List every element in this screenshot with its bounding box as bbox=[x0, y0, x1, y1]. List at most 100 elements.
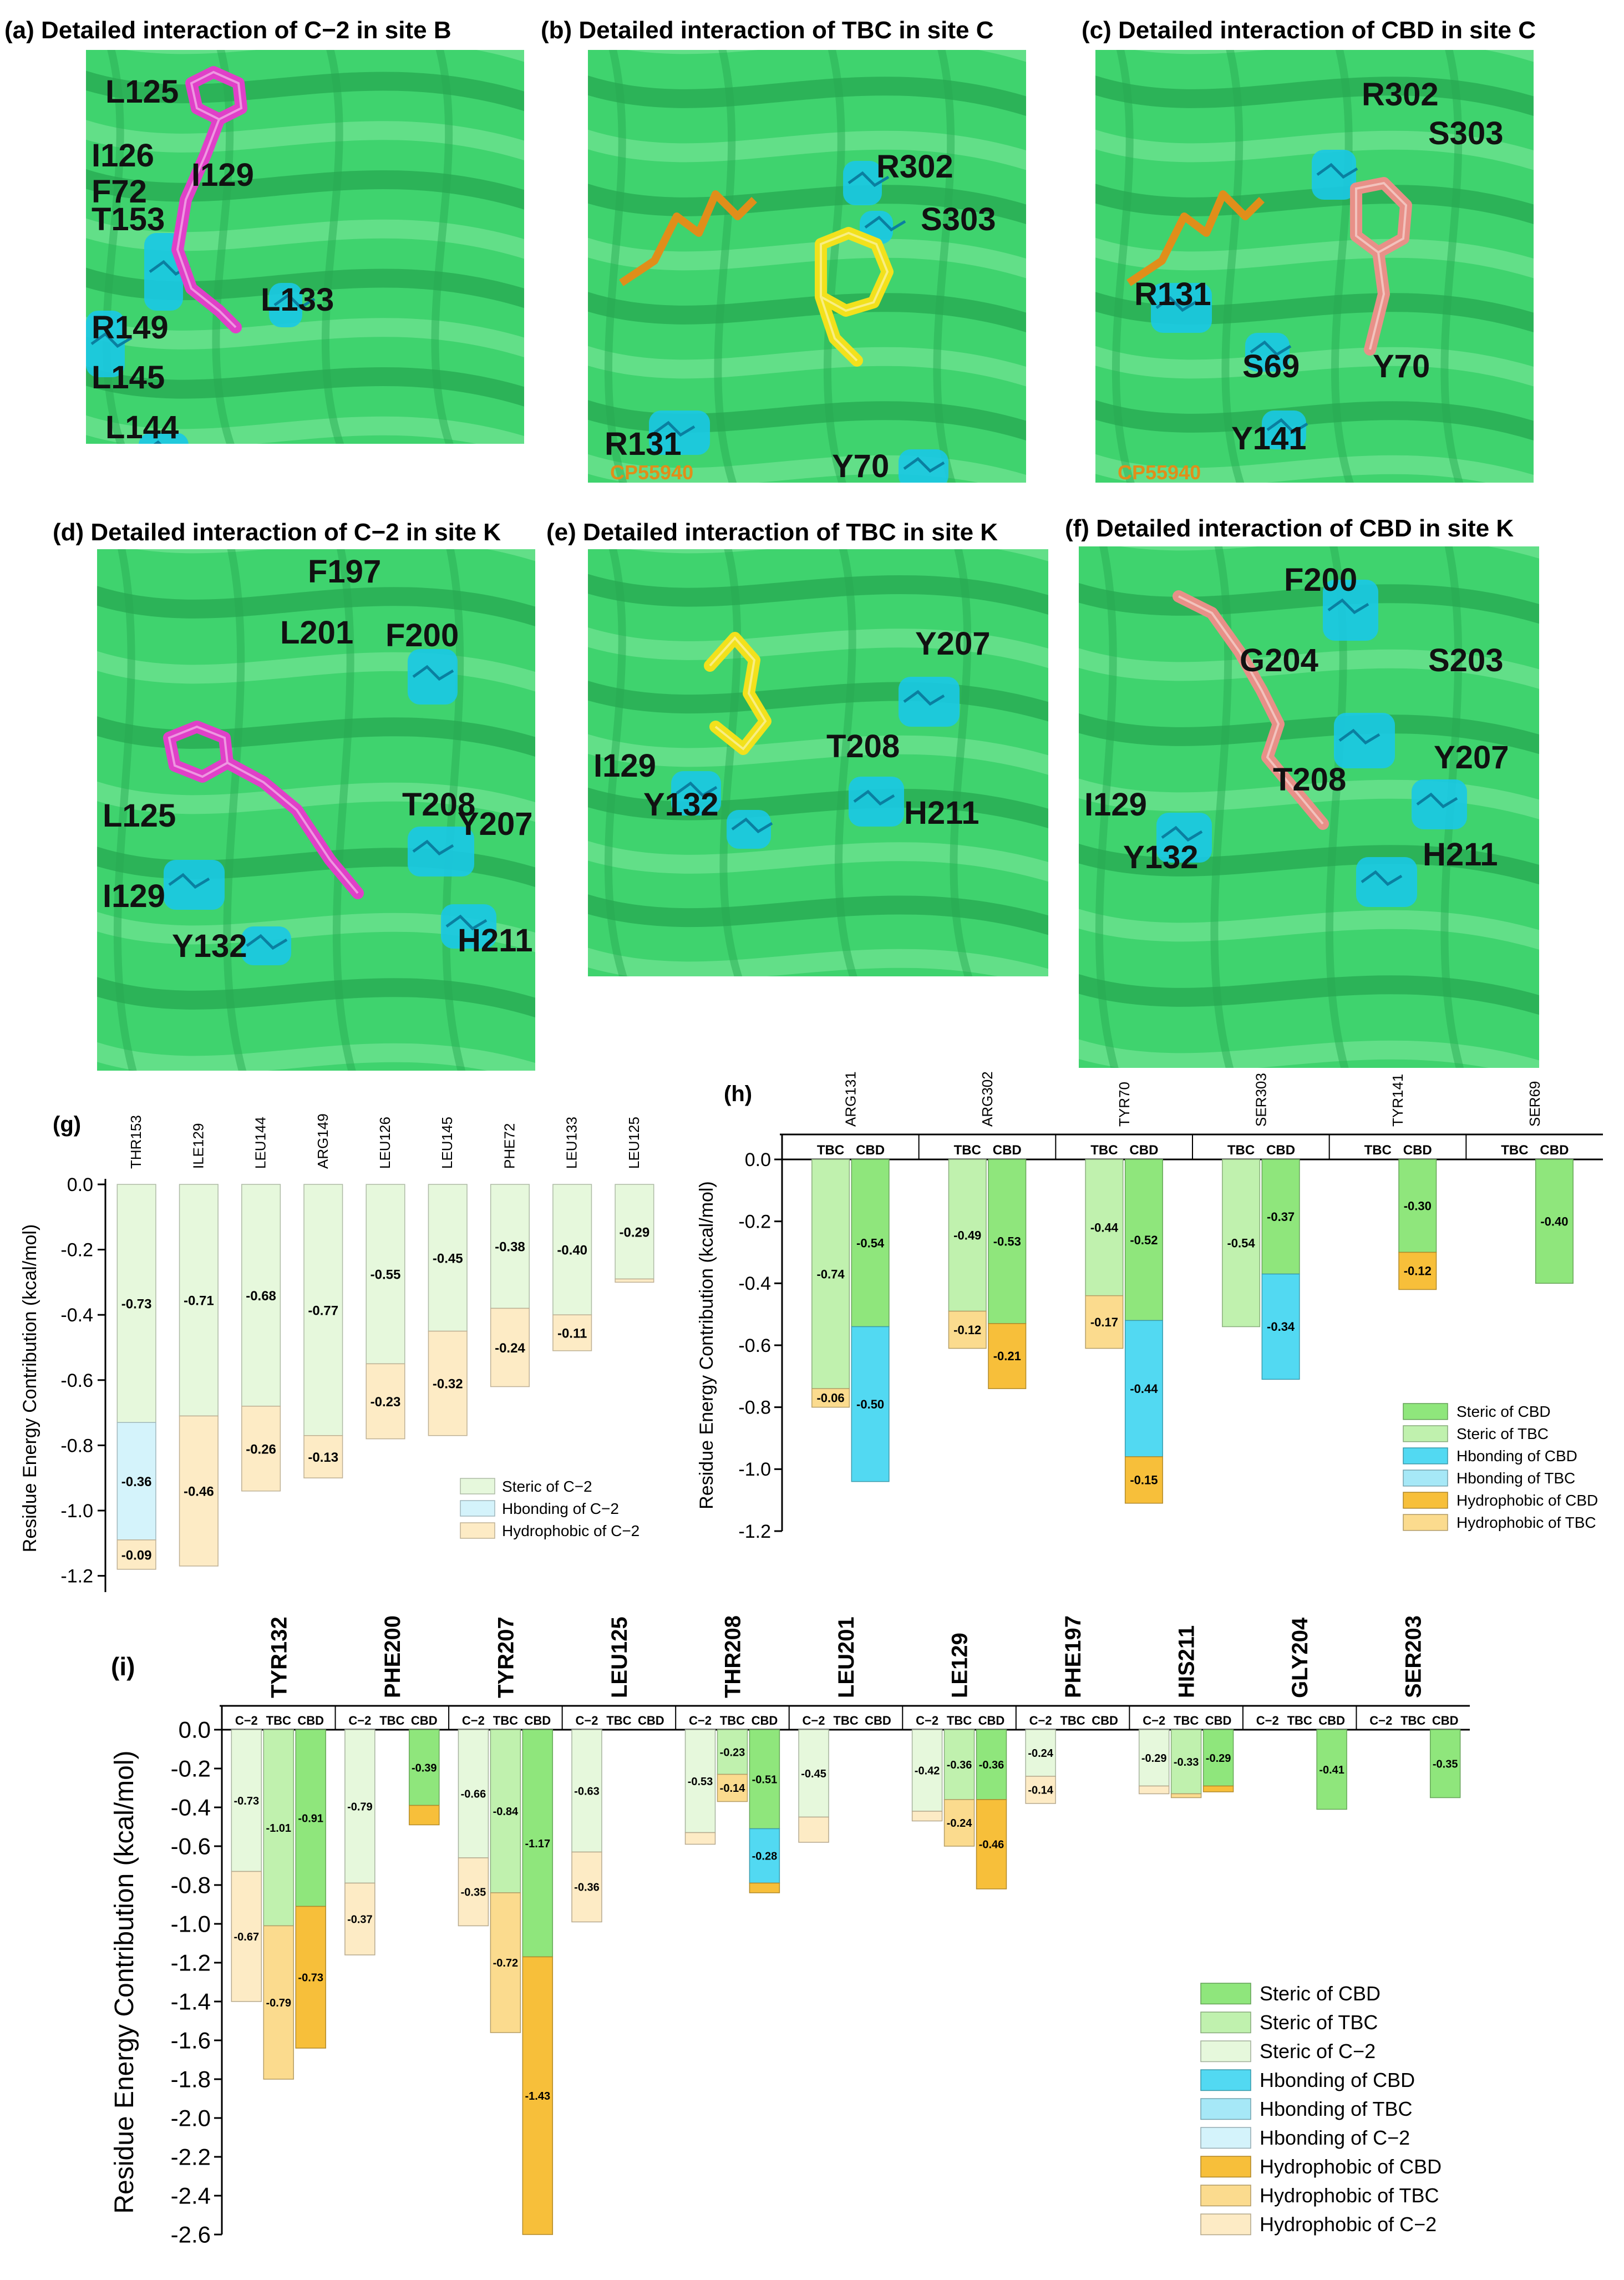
residue-label: F72 bbox=[92, 174, 147, 210]
chart-i-bar-segment bbox=[409, 1805, 440, 1826]
chart-i-subgroup-label: TBC bbox=[1174, 1714, 1199, 1727]
panel-c-title: (c) Detailed interaction of CBD in site … bbox=[1082, 17, 1536, 44]
chart-i-ylabel: Residue Energy Contribution (kcal/mol) bbox=[110, 1750, 139, 2213]
chart-g-data-label: -0.36 bbox=[121, 1475, 152, 1489]
chart-g-data-label: -0.11 bbox=[557, 1326, 587, 1341]
chart-g-bar-segment bbox=[428, 1330, 468, 1436]
residue-sidechain bbox=[90, 332, 133, 348]
chart-g-ytick-label: -0.6 bbox=[60, 1370, 93, 1391]
helix-ribbon bbox=[588, 734, 1048, 775]
chart-i-subgroup-label: TBC bbox=[379, 1714, 404, 1727]
chart-i-subgroup-label: C−2 bbox=[1029, 1714, 1052, 1727]
residue-label: L125 bbox=[103, 798, 176, 834]
chart-g-svg: (g) Residue Energy Contribution (kcal/mol… bbox=[19, 1112, 654, 1592]
chart-i-subgroup-label: C−2 bbox=[1256, 1714, 1279, 1727]
chart-h-data-label: -0.37 bbox=[1267, 1210, 1295, 1224]
chart-i-ytick-label: -0.4 bbox=[171, 1795, 211, 1821]
residue-label: L201 bbox=[280, 615, 353, 651]
chart-h-data-label: -0.30 bbox=[1404, 1199, 1432, 1213]
chart-i-legend-swatch bbox=[1200, 2213, 1251, 2236]
chart-h-data-label: -0.53 bbox=[993, 1235, 1021, 1249]
ligand bbox=[171, 66, 247, 333]
helix-ribbon bbox=[588, 75, 1026, 116]
chart-g-ytick-label: 0.0 bbox=[67, 1174, 93, 1195]
chart-g-data-label: -0.45 bbox=[433, 1251, 463, 1266]
chart-i-bar-segment bbox=[911, 1729, 943, 1812]
chart-h-bar-segment bbox=[1124, 1159, 1163, 1321]
chart-i-ytick-label: -1.6 bbox=[171, 2028, 211, 2054]
chart-g-bar-segment bbox=[303, 1184, 343, 1436]
cp55940-label: CP55940 bbox=[610, 461, 693, 483]
chart-i-bar-segment bbox=[684, 1832, 716, 1845]
helix-ribbon bbox=[86, 218, 524, 259]
chart-h-legend-label: Steric of TBC bbox=[1456, 1425, 1549, 1442]
chart-g-legend-label: Hydrophobic of C−2 bbox=[502, 1522, 640, 1539]
residue-sidechain bbox=[1416, 792, 1458, 809]
residue-label: Y132 bbox=[643, 787, 718, 823]
residue-label: Y141 bbox=[1231, 420, 1306, 457]
chart-h-category-label: ARG302 bbox=[979, 1071, 996, 1127]
chart-h-data-label: -0.21 bbox=[993, 1349, 1021, 1363]
chart-g-legend-swatch bbox=[460, 1522, 495, 1539]
helix-ribbon bbox=[1079, 909, 1539, 950]
chart-h-data-label: -0.54 bbox=[1227, 1236, 1255, 1250]
chart-i-legend-swatch bbox=[1200, 2069, 1251, 2091]
chart-h-data-label: -0.44 bbox=[1130, 1382, 1158, 1396]
chart-i-data-label: -0.51 bbox=[752, 1774, 778, 1786]
ligand-highlight bbox=[709, 636, 767, 751]
helix-ribbon bbox=[1079, 843, 1539, 885]
chart-i-svg: (i) Residue Energy Contribution (kcal/mol… bbox=[110, 1615, 1470, 2248]
residue-label: T208 bbox=[826, 728, 900, 764]
highlighted-residue bbox=[727, 810, 771, 849]
chart-g-ytick-label: -1.0 bbox=[60, 1501, 93, 1522]
residue-sidechain bbox=[1266, 418, 1308, 434]
chart-h: (h) Residue Energy Contribution (kcal/mol… bbox=[682, 1048, 1624, 1553]
chart-i-bar-segment bbox=[571, 1729, 602, 1853]
chart-i-legend-swatch bbox=[1200, 2012, 1251, 2034]
chart-i-subgroup-label: C−2 bbox=[575, 1714, 598, 1727]
chart-i-legend-swatch bbox=[1200, 2185, 1251, 2207]
chart-g-data-label: -0.29 bbox=[620, 1225, 650, 1240]
residue-sidechain bbox=[1361, 870, 1403, 886]
helix-ribbon bbox=[97, 1042, 535, 1071]
residue-label: Y70 bbox=[832, 448, 889, 483]
chart-h-category-label: ARG131 bbox=[842, 1071, 859, 1127]
chart-h-legend-swatch bbox=[1403, 1492, 1448, 1509]
chart-h-bar-segment bbox=[1085, 1295, 1124, 1349]
chart-h-subgroup-label: CBD bbox=[1403, 1143, 1432, 1158]
chart-g-bar-segment bbox=[552, 1184, 592, 1315]
chart-i-bar-segment bbox=[263, 1925, 294, 2080]
helix-ribbon bbox=[1079, 648, 1539, 689]
chart-i-ytick-label: -0.2 bbox=[171, 1756, 211, 1782]
highlighted-residue bbox=[269, 283, 302, 327]
chart-h-bar-segment bbox=[851, 1159, 890, 1328]
chart-i-data-label: -0.46 bbox=[979, 1839, 1004, 1851]
panel-f-title: (f) Detailed interaction of CBD in site … bbox=[1065, 515, 1514, 542]
chart-i-subgroup-label: CBD bbox=[297, 1714, 324, 1727]
chart-g-bar-segment bbox=[615, 1278, 654, 1283]
chart-h-data-label: -0.50 bbox=[856, 1397, 884, 1411]
chart-i-category-label: TYR132 bbox=[267, 1617, 291, 1698]
highlighted-residue bbox=[86, 311, 125, 377]
chart-g-bar-segment bbox=[116, 1539, 156, 1570]
chart-h-legend-label: Hydrophobic of TBC bbox=[1456, 1514, 1596, 1531]
chart-i-data-label: -0.73 bbox=[298, 1972, 323, 1984]
residue-sidechain bbox=[445, 914, 488, 931]
chart-i-data-label: -0.79 bbox=[266, 1997, 291, 2009]
chart-h-legend-swatch bbox=[1403, 1470, 1448, 1487]
panel-b-title: (b) Detailed interaction of TBC in site … bbox=[541, 17, 994, 44]
helix-ribbon bbox=[588, 184, 1026, 225]
ligand bbox=[1350, 177, 1412, 356]
chart-i-ytick-label: -0.6 bbox=[171, 1833, 211, 1860]
residue-sidechain bbox=[1327, 598, 1369, 615]
chart-i-ytick-label: -2.6 bbox=[171, 2222, 211, 2248]
chart-i-bar-segment bbox=[295, 1729, 326, 1907]
chart-h-bar-segment bbox=[811, 1388, 850, 1408]
chart-i-legend-label: Steric of C−2 bbox=[1260, 2040, 1376, 2063]
residue-sidechain bbox=[1155, 296, 1197, 312]
chart-g-bar-segment bbox=[366, 1363, 405, 1440]
residue-sidechain bbox=[273, 293, 316, 310]
chart-i-bar-segment bbox=[749, 1882, 780, 1893]
chart-i-subgroup-label: TBC bbox=[493, 1714, 518, 1727]
chart-i-legend-swatch bbox=[1200, 2098, 1251, 2120]
